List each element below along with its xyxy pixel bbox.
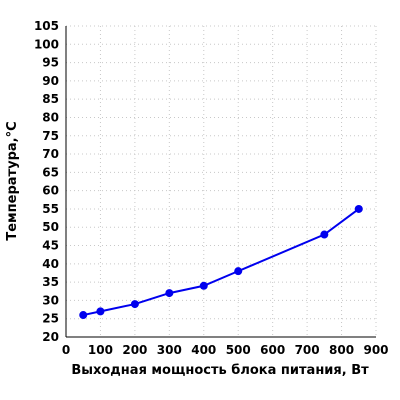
y-tick-label: 85: [42, 92, 59, 106]
y-tick-label: 20: [42, 330, 59, 344]
data-point: [79, 311, 88, 320]
x-tick-label: 200: [122, 343, 147, 357]
y-tick-label: 60: [42, 184, 59, 198]
x-tick-label: 400: [191, 343, 216, 357]
x-tick-label: 300: [157, 343, 182, 357]
y-tick-label: 35: [42, 275, 59, 289]
data-point: [234, 267, 243, 276]
y-tick-label: 90: [42, 74, 59, 88]
x-tick-label: 0: [62, 343, 70, 357]
y-tick-label: 30: [42, 293, 59, 307]
series-line: [83, 208, 360, 317]
y-tick-label: 100: [34, 37, 59, 51]
grid: [66, 25, 377, 337]
y-tick-label: 105: [34, 19, 59, 33]
data-point: [199, 281, 208, 290]
y-tick-label: 95: [42, 56, 59, 70]
data-point: [354, 204, 363, 213]
axes: [65, 26, 376, 338]
y-tick-label: 50: [42, 220, 59, 234]
x-tick-label: 100: [88, 343, 113, 357]
x-axis-label: Выходная мощность блока питания, Вт: [71, 363, 369, 378]
y-tick-label: 65: [42, 165, 59, 179]
y-tick-label: 45: [42, 239, 59, 253]
y-tick-label: 25: [42, 312, 59, 326]
data-point: [96, 307, 105, 316]
x-tick-label: 900: [363, 343, 388, 357]
y-tick-label: 40: [42, 257, 59, 271]
x-tick-label: 700: [295, 343, 320, 357]
y-tick-label: 80: [42, 110, 59, 124]
data-point: [320, 230, 329, 239]
data-point: [130, 300, 139, 309]
series-group: [79, 204, 363, 320]
x-tick-label: 600: [260, 343, 285, 357]
data-point: [165, 289, 174, 298]
y-axis-label: Температура,°С: [5, 121, 20, 240]
x-tick-label: 800: [329, 343, 354, 357]
x-tick-label: 500: [226, 343, 251, 357]
y-tick-label: 55: [42, 202, 59, 216]
y-tick-label: 70: [42, 147, 59, 161]
x-tick-labels: 0 100 200 300 400 500 600 700 800 900: [62, 343, 389, 357]
y-tick-labels: 20 25 30 35 40 45 50 55 60 65 70 75 80 85 90 95 100 105: [34, 19, 59, 344]
y-tick-label: 75: [42, 129, 59, 143]
